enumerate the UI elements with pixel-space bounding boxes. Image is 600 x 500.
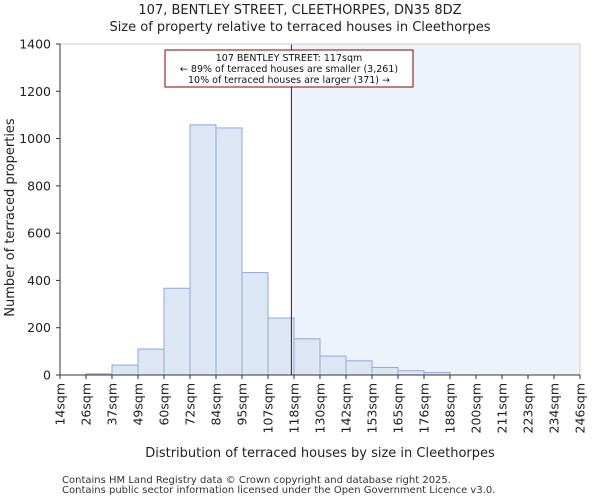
x-tick-label-234sqm: 234sqm xyxy=(547,383,562,433)
bar-95sqm xyxy=(241,272,269,376)
x-tick-label-14sqm: 14sqm xyxy=(53,383,68,426)
bar-37sqm xyxy=(111,364,139,376)
y-tick-label-600: 600 xyxy=(27,226,51,241)
x-tick-label-49sqm: 49sqm xyxy=(131,383,146,426)
y-tick-label-800: 800 xyxy=(27,178,51,193)
x-tick-label-60sqm: 60sqm xyxy=(157,383,172,426)
y-axis-label: Number of terraced properties xyxy=(3,118,18,317)
x-tick-label-165sqm: 165sqm xyxy=(391,383,406,433)
annotation-line-3: 10% of terraced houses are larger (371) … xyxy=(188,75,390,86)
bar-84sqm xyxy=(215,127,243,376)
y-tick-label-1400: 1400 xyxy=(19,37,51,52)
y-tick-label-0: 0 xyxy=(43,368,51,383)
y-tick-label-1200: 1200 xyxy=(19,84,51,99)
annotation-line-2: ← 89% of terraced houses are smaller (3,… xyxy=(180,64,398,75)
y-tick-label-200: 200 xyxy=(27,320,51,335)
bar-153sqm xyxy=(371,366,399,376)
bar-60sqm xyxy=(163,287,191,376)
x-tick-label-37sqm: 37sqm xyxy=(105,383,120,426)
bar-142sqm xyxy=(345,360,373,376)
annotation-line-1: 107 BENTLEY STREET: 117sqm xyxy=(216,53,363,64)
annotation-box xyxy=(164,49,414,88)
x-tick-label-118sqm: 118sqm xyxy=(287,383,302,433)
x-tick-label-130sqm: 130sqm xyxy=(313,383,328,433)
larger-properties-region xyxy=(291,44,580,375)
bar-118sqm xyxy=(293,338,321,376)
y-axis-ticks: 0 200 400 600 800 1000 1200 1400 xyxy=(19,37,60,383)
x-tick-label-153sqm: 153sqm xyxy=(365,383,380,433)
footer-copyright: Contains HM Land Registry data © Crown c… xyxy=(62,475,451,486)
bar-49sqm xyxy=(137,348,165,376)
y-tick-label-1000: 1000 xyxy=(19,131,51,146)
bar-72sqm xyxy=(189,124,217,376)
bars-group xyxy=(85,124,451,376)
x-tick-label-246sqm: 246sqm xyxy=(573,383,588,433)
footer-licence: Contains public sector information licen… xyxy=(62,485,496,496)
x-tick-label-84sqm: 84sqm xyxy=(209,383,224,426)
x-tick-label-95sqm: 95sqm xyxy=(235,383,250,426)
bar-107sqm xyxy=(267,317,295,376)
x-tick-label-142sqm: 142sqm xyxy=(339,383,354,433)
x-axis-ticks: 14sqm 26sqm 37sqm 49sqm 60sqm 72sqm 84sqm 95sqm… xyxy=(53,375,588,433)
bar-165sqm xyxy=(397,370,425,376)
x-tick-label-200sqm: 200sqm xyxy=(469,383,484,433)
chart-title: 107, BENTLEY STREET, CLEETHORPES, DN35 8… xyxy=(138,3,462,18)
x-tick-label-72sqm: 72sqm xyxy=(183,383,198,426)
chart-subtitle: Size of property relative to terraced ho… xyxy=(109,20,491,35)
x-tick-label-26sqm: 26sqm xyxy=(79,383,94,426)
bar-130sqm xyxy=(319,355,347,376)
x-tick-label-223sqm: 223sqm xyxy=(521,383,536,433)
x-tick-label-107sqm: 107sqm xyxy=(261,383,276,433)
y-tick-label-400: 400 xyxy=(27,273,51,288)
x-tick-label-188sqm: 188sqm xyxy=(443,383,458,433)
x-axis-label: Distribution of terraced houses by size … xyxy=(145,446,495,461)
x-tick-label-211sqm: 211sqm xyxy=(495,383,510,433)
x-tick-label-176sqm: 176sqm xyxy=(417,383,432,433)
